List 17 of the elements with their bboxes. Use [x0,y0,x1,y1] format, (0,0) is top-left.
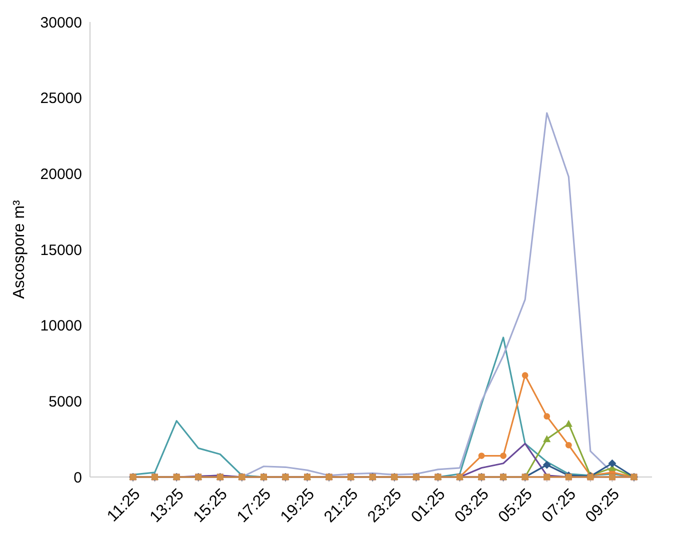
y-tick-label: 15000 [40,242,82,259]
point [542,460,551,469]
y-tick-label: 5000 [48,393,82,410]
y-tick-label: 0 [74,469,82,486]
y-tick-label: 20000 [40,166,82,183]
y-tick-label: 30000 [40,14,82,32]
y-axis-title: Ascospore m³ [11,199,28,299]
point [500,452,507,459]
y-tick-label: 25000 [40,90,82,108]
point [564,420,572,427]
point [544,413,550,420]
point [478,452,485,459]
point [543,435,551,442]
point [565,442,572,448]
point [608,459,616,468]
y-tick-label: 10000 [40,318,82,335]
point [522,372,528,379]
